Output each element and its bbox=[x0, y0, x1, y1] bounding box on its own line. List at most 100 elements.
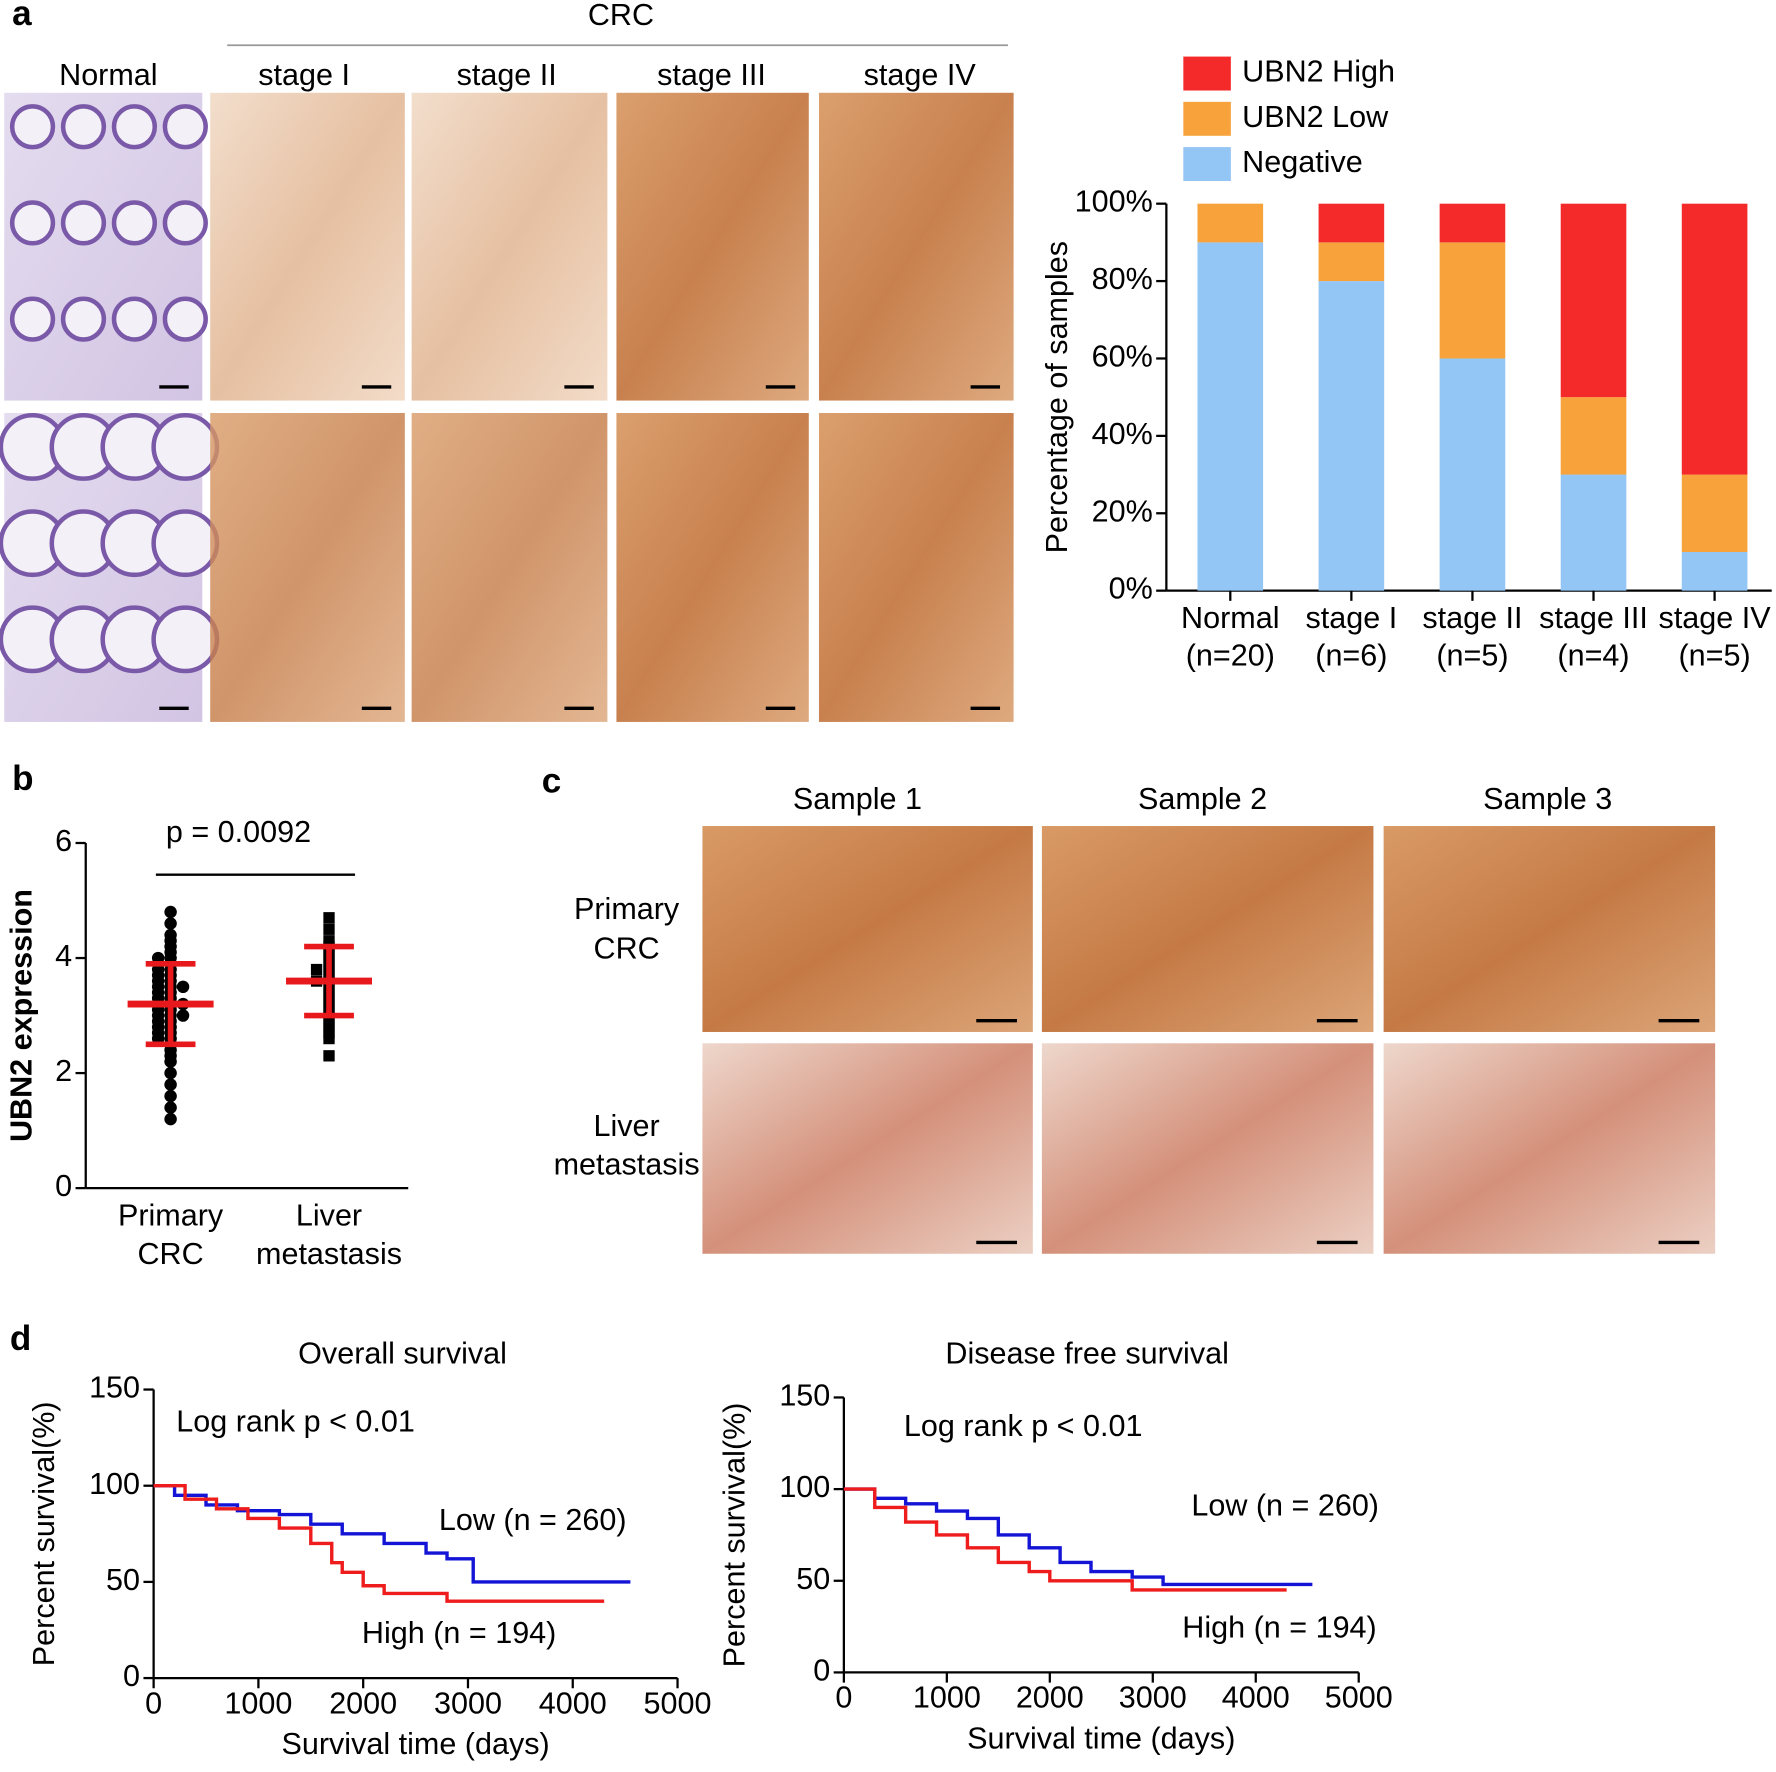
data-point bbox=[164, 905, 177, 919]
x-tick-label: CRC bbox=[138, 1237, 204, 1271]
micrograph bbox=[702, 1043, 1033, 1254]
data-point bbox=[323, 1015, 335, 1027]
crypt bbox=[151, 413, 220, 481]
x-tick-label: 1000 bbox=[913, 1681, 981, 1715]
y-tick-label: 2 bbox=[55, 1054, 72, 1088]
data-point bbox=[164, 1055, 177, 1068]
crypt bbox=[162, 104, 208, 150]
x-tick-label: 3000 bbox=[1119, 1681, 1187, 1715]
y-axis-label: Percent survival(%) bbox=[717, 1403, 751, 1668]
crypt bbox=[60, 296, 107, 342]
x-tick-label: 5000 bbox=[644, 1686, 712, 1720]
micrograph bbox=[702, 826, 1033, 1032]
x-tick-label: Primary bbox=[118, 1199, 224, 1233]
y-axis-label: Percent survival(%) bbox=[27, 1401, 61, 1666]
bar-segment bbox=[1197, 242, 1264, 591]
survival-curve bbox=[843, 1487, 1313, 1587]
series-label: Low (n = 260) bbox=[1191, 1488, 1379, 1522]
y-tick-label: 0% bbox=[1109, 572, 1153, 606]
crypt bbox=[60, 200, 107, 246]
y-tick-label: 100 bbox=[779, 1470, 830, 1504]
crypt bbox=[111, 104, 158, 150]
legend-label: UBN2 High bbox=[1242, 55, 1395, 89]
bar-segment bbox=[1197, 203, 1264, 243]
micrograph bbox=[210, 413, 405, 722]
panel-label: c bbox=[542, 761, 562, 800]
annotation: Log rank p < 0.01 bbox=[176, 1405, 415, 1439]
x-tick-label: Normal bbox=[1181, 601, 1279, 635]
crypt bbox=[9, 200, 56, 246]
data-point bbox=[164, 1078, 177, 1091]
x-tick-label: stage III bbox=[1539, 601, 1648, 635]
survival-curve bbox=[843, 1487, 1287, 1592]
image-row-label: Liver bbox=[594, 1109, 660, 1143]
y-tick-label: 150 bbox=[89, 1371, 140, 1405]
bar-segment bbox=[1560, 474, 1627, 591]
micrograph bbox=[411, 92, 608, 401]
data-point bbox=[323, 1027, 335, 1039]
image-column-label: Sample 1 bbox=[793, 782, 922, 816]
legend-swatch bbox=[1183, 56, 1231, 91]
image-column-label: stage IV bbox=[864, 58, 977, 92]
annotation: p = 0.0092 bbox=[166, 815, 311, 849]
data-point bbox=[164, 1066, 177, 1080]
image-column-label: Normal bbox=[59, 58, 157, 92]
panel-label: d bbox=[10, 1319, 31, 1358]
image-column-label: stage I bbox=[258, 58, 350, 92]
micrograph bbox=[1383, 1043, 1716, 1254]
image-row-label: CRC bbox=[594, 932, 660, 966]
bar-segment bbox=[1318, 203, 1385, 243]
series-label: High (n = 194) bbox=[1182, 1610, 1376, 1644]
micrograph bbox=[411, 413, 608, 722]
bar-segment bbox=[1439, 203, 1506, 243]
image-column-label: Sample 2 bbox=[1138, 782, 1267, 816]
image-row-label: Primary bbox=[574, 892, 680, 926]
micrograph bbox=[616, 92, 809, 401]
chart-title: Overall survival bbox=[298, 1337, 507, 1371]
x-axis-label: Survival time (days) bbox=[967, 1721, 1235, 1755]
y-tick-label: 4 bbox=[55, 939, 72, 973]
x-tick-label: 1000 bbox=[224, 1686, 292, 1720]
bar-segment bbox=[1439, 358, 1506, 591]
survival-curve bbox=[153, 1484, 605, 1603]
x-tick-sublabel: (n=4) bbox=[1557, 638, 1629, 672]
x-tick-sublabel: (n=5) bbox=[1679, 638, 1751, 672]
bar-segment bbox=[1681, 203, 1748, 475]
bar-segment bbox=[1681, 474, 1748, 552]
image-column-label: stage III bbox=[657, 58, 766, 92]
crypt bbox=[162, 200, 208, 246]
bar-segment bbox=[1560, 397, 1627, 475]
data-point bbox=[323, 1032, 335, 1045]
x-tick-label: 2000 bbox=[329, 1686, 397, 1720]
crypt bbox=[111, 200, 158, 246]
series-label: High (n = 194) bbox=[362, 1616, 556, 1650]
x-tick-sublabel: (n=20) bbox=[1186, 638, 1275, 672]
y-tick-label: 150 bbox=[779, 1379, 830, 1413]
data-point bbox=[323, 923, 335, 935]
data-point bbox=[310, 963, 323, 976]
image-column-label: Sample 3 bbox=[1483, 782, 1612, 816]
y-tick-label: 0 bbox=[55, 1169, 72, 1203]
data-point bbox=[164, 1089, 177, 1103]
x-tick-sublabel: (n=6) bbox=[1315, 638, 1387, 672]
x-tick-label: metastasis bbox=[256, 1237, 402, 1271]
y-axis-label: UBN2 expression bbox=[5, 889, 39, 1142]
bar-segment bbox=[1439, 242, 1506, 359]
micrograph bbox=[1041, 1043, 1374, 1254]
y-tick-label: 60% bbox=[1092, 340, 1153, 374]
micrograph bbox=[1041, 826, 1374, 1032]
data-point bbox=[164, 917, 177, 930]
crypt bbox=[9, 104, 56, 150]
y-tick-label: 6 bbox=[55, 824, 72, 858]
x-axis-label: Survival time (days) bbox=[281, 1727, 549, 1761]
data-point bbox=[176, 980, 190, 994]
y-tick-label: 40% bbox=[1092, 417, 1153, 451]
y-tick-label: 80% bbox=[1092, 262, 1153, 296]
crypt bbox=[151, 509, 220, 578]
bar-segment bbox=[1318, 281, 1385, 591]
y-tick-label: 50 bbox=[106, 1563, 140, 1597]
crypt bbox=[151, 605, 220, 674]
legend-label: Negative bbox=[1242, 145, 1363, 179]
y-tick-label: 50 bbox=[796, 1562, 830, 1596]
